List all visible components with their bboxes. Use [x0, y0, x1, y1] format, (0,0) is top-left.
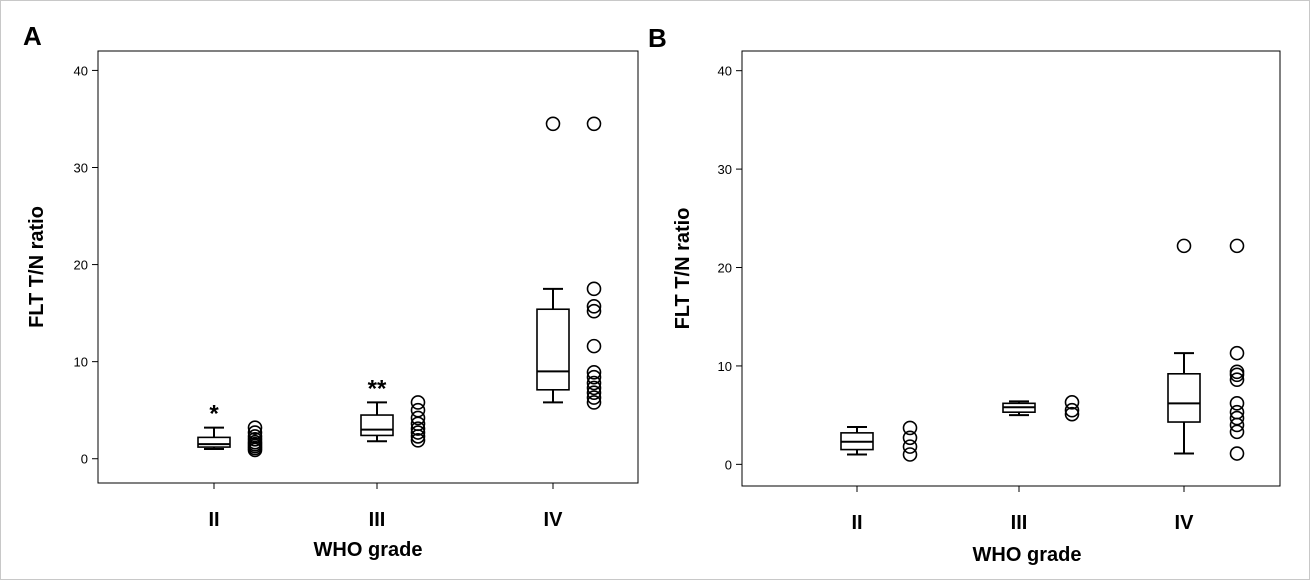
- box-iqr: [197, 436, 231, 448]
- x-tick-label: III: [1011, 512, 1028, 534]
- data-point: [410, 432, 426, 448]
- data-point: [586, 380, 602, 396]
- data-point: [247, 429, 263, 444]
- y-tick-label: 40: [74, 63, 88, 78]
- outlier-point: [545, 116, 561, 132]
- data-point: [586, 281, 602, 297]
- data-point: [1229, 446, 1245, 461]
- x-tick-label: IV: [1175, 512, 1195, 534]
- data-point: [1064, 402, 1080, 418]
- data-point: [1229, 404, 1245, 420]
- data-point: [410, 402, 426, 418]
- y-tick-label: 40: [718, 64, 732, 79]
- data-point: [586, 303, 602, 319]
- data-point: [586, 299, 602, 314]
- outlier-point: [1176, 238, 1192, 254]
- panel-letter: A: [23, 21, 42, 51]
- data-point: [586, 375, 602, 391]
- data-point: [1229, 410, 1245, 426]
- x-axis-title: WHO grade: [314, 539, 423, 561]
- y-tick-label: 0: [81, 452, 88, 467]
- plot-frame: [97, 50, 639, 484]
- x-tick-label: II: [208, 509, 219, 531]
- data-point: [410, 410, 426, 426]
- data-point: [586, 390, 602, 405]
- significance-marker: **: [368, 375, 387, 402]
- plot-frame: [741, 50, 1281, 487]
- box-iqr: [1167, 373, 1201, 423]
- x-tick-label: III: [369, 509, 386, 531]
- y-axis-title: FLT T/N ratio: [672, 208, 694, 330]
- x-axis-title: WHO grade: [973, 544, 1082, 566]
- data-point: [586, 385, 602, 401]
- data-point: [1229, 396, 1245, 411]
- data-point: [410, 421, 426, 436]
- y-tick-label: 10: [74, 355, 88, 370]
- data-point: [247, 420, 263, 435]
- data-point: [1229, 364, 1245, 380]
- data-point: [902, 447, 918, 462]
- data-point: [586, 338, 602, 354]
- y-tick-label: 30: [74, 160, 88, 175]
- box-iqr: [536, 308, 570, 391]
- y-axis-title: FLT T/N ratio: [26, 206, 48, 328]
- y-tick-label: 0: [725, 457, 732, 472]
- data-point: [1229, 372, 1245, 388]
- data-point: [410, 425, 426, 440]
- data-point: [586, 116, 602, 132]
- data-point: [1229, 345, 1245, 361]
- data-point: [586, 395, 602, 410]
- panel-letter: B: [648, 23, 667, 53]
- y-tick-label: 30: [718, 162, 732, 177]
- data-point: [410, 395, 426, 410]
- y-tick-label: 10: [718, 359, 732, 374]
- box-iqr: [360, 414, 394, 437]
- data-point: [1064, 406, 1080, 422]
- data-point: [247, 425, 263, 440]
- data-point: [902, 439, 918, 454]
- data-point: [902, 430, 918, 446]
- data-point: [586, 369, 602, 385]
- data-point: [586, 365, 602, 380]
- data-point: [1229, 238, 1245, 254]
- x-tick-label: II: [851, 512, 862, 534]
- significance-marker: *: [209, 401, 219, 428]
- data-point: [1064, 395, 1080, 410]
- y-tick-label: 20: [718, 261, 732, 276]
- data-point: [902, 420, 918, 436]
- y-tick-label: 20: [74, 258, 88, 273]
- x-tick-label: IV: [544, 509, 564, 531]
